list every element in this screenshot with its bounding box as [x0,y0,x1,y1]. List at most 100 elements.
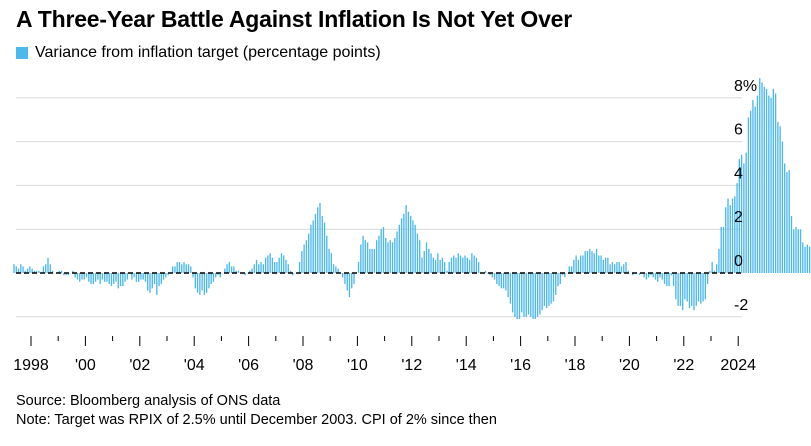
bar [17,268,20,273]
bar [686,273,688,302]
bar [604,257,607,273]
x-tick-label: '20 [619,357,640,374]
bar [280,253,283,273]
x-tick-label: '08 [293,357,314,374]
bar [625,262,627,273]
bar [149,273,151,293]
bar [799,229,802,273]
legend: Variance from inflation target (percenta… [16,44,381,62]
bar [319,202,321,273]
bar [380,229,382,273]
bar [258,264,260,273]
bar [745,152,747,273]
bar [527,273,530,315]
bar [715,264,718,273]
bar [90,273,92,284]
bar [428,248,430,273]
bar [135,273,138,282]
bar [575,255,577,273]
bar [362,235,364,273]
bar [457,253,459,273]
bar [808,246,811,273]
bar [691,273,693,306]
bar [97,273,99,280]
bar [330,253,333,273]
bar [147,273,149,291]
bar [83,273,85,280]
bar [201,273,203,291]
bar [731,198,734,273]
bar [63,273,65,276]
bar [793,229,795,273]
bar [779,126,781,274]
bar [523,273,525,317]
bar [620,266,623,273]
bar [477,262,480,273]
bar [192,273,194,278]
bar [509,273,512,304]
bar [264,257,267,273]
bar [271,257,274,273]
bar [76,273,79,280]
bar [675,273,677,300]
bar [496,273,498,284]
bar [287,264,289,273]
bar [233,266,235,273]
bar [79,273,81,282]
bar [305,240,308,273]
bar [414,224,416,273]
bar [781,141,784,273]
bar [15,266,17,273]
bar [92,273,95,284]
bar [430,253,432,273]
gridlines [16,97,742,318]
bar [364,240,367,273]
bar [473,255,475,273]
bar [74,273,76,278]
bar [33,270,36,273]
bar [208,273,210,289]
bar [579,255,582,273]
bar [770,97,772,273]
x-tick-label: '18 [565,357,586,374]
bar [369,248,371,273]
bar [42,266,45,273]
bar [217,273,219,276]
bar [133,273,135,278]
bar [697,273,700,302]
bar [351,273,353,289]
bar [777,121,779,273]
bar [167,273,169,276]
bar [530,273,532,317]
bar [645,273,648,280]
bar [115,273,117,282]
bar [788,170,790,273]
bar [559,273,561,284]
bar [357,262,360,273]
bar [647,273,650,278]
bar [514,273,516,317]
bar [545,273,548,309]
bar [382,227,385,273]
bar [273,262,276,273]
bar [548,273,550,306]
x-tick-label: '00 [75,357,96,374]
bar [391,242,394,273]
x-tick-label: 1998 [13,357,49,374]
bar [156,273,158,295]
bar [453,255,455,273]
bar [122,273,124,287]
bar [323,222,326,273]
bar [22,266,24,273]
bar [124,273,126,282]
x-tick-label: '06 [238,357,259,374]
bar [643,273,645,278]
bar [385,237,387,273]
bar [539,273,541,315]
bar [389,240,391,273]
bar [219,273,221,278]
bar [534,273,537,319]
bar [255,259,258,273]
bar [763,86,765,273]
bar [759,78,761,273]
